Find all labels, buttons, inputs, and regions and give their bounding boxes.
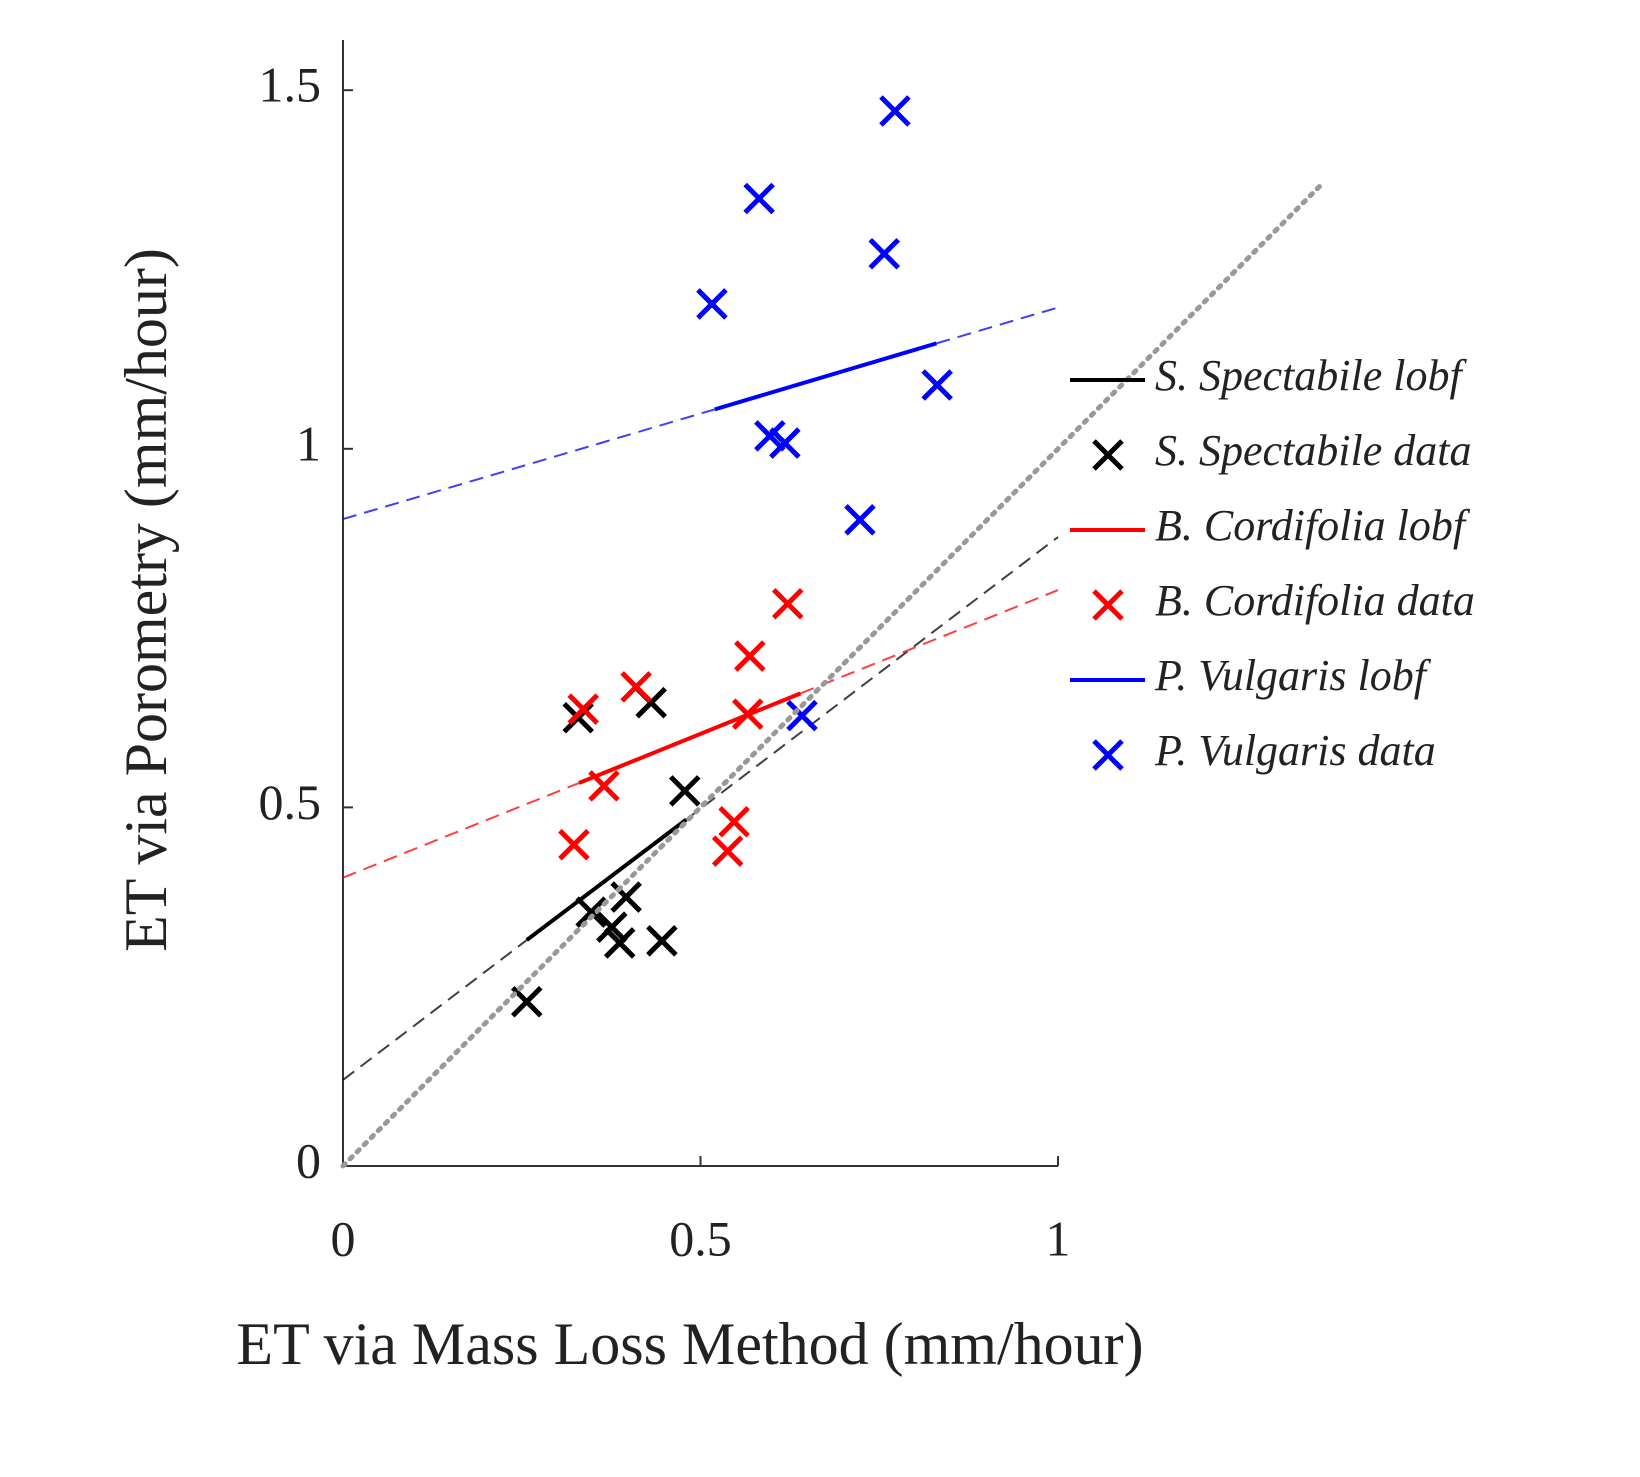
data-point xyxy=(786,699,818,732)
data-point xyxy=(879,95,911,127)
data-point xyxy=(603,927,636,959)
data-point xyxy=(562,701,595,734)
fit-line-segment xyxy=(936,306,1059,345)
data-point xyxy=(510,985,543,1018)
x-tick-label: 0 xyxy=(331,1210,356,1266)
fit-line-segment xyxy=(340,180,1326,1169)
y-axis-label: ET via Porometry (mm/hour) xyxy=(113,248,179,952)
data-point xyxy=(743,182,775,215)
data-point xyxy=(718,805,750,838)
fit-line-segment xyxy=(525,817,688,942)
data-point xyxy=(844,504,876,536)
fit-line-segment xyxy=(342,939,528,1081)
data-point xyxy=(868,237,901,270)
fit-line-segment xyxy=(714,341,938,412)
legend-label: S. Spectabile lobf xyxy=(1155,351,1467,400)
legend-label: P. Vulgaris data xyxy=(1154,726,1436,775)
legend-swatch xyxy=(1092,739,1124,771)
data-point xyxy=(596,911,628,943)
legend-label: B. Cordifolia lobf xyxy=(1155,501,1471,550)
data-point xyxy=(620,671,652,703)
fit-line-segment xyxy=(342,408,716,521)
x-tick-label: 1 xyxy=(1046,1210,1071,1266)
data-point xyxy=(558,828,590,861)
data-point xyxy=(711,835,744,867)
legend-label: P. Vulgaris lobf xyxy=(1154,651,1432,700)
data-point xyxy=(734,640,766,672)
data-point xyxy=(921,369,953,401)
data-point xyxy=(646,925,678,957)
y-tick-label: 0 xyxy=(296,1132,321,1188)
data-point xyxy=(696,288,728,320)
data-point xyxy=(610,881,642,913)
legend-label: B. Cordifolia data xyxy=(1155,576,1475,625)
fit-line-segment xyxy=(578,691,802,785)
legend-swatch xyxy=(1092,589,1124,621)
fit-line-segment xyxy=(342,782,580,879)
legend-swatch xyxy=(1092,439,1124,471)
legend-label: S. Spectabile data xyxy=(1155,426,1472,475)
x-tick-label: 0.5 xyxy=(669,1210,732,1266)
y-tick-label: 1 xyxy=(296,415,321,471)
data-point xyxy=(669,775,701,807)
fit-line-segment xyxy=(800,589,1059,695)
data-point xyxy=(769,427,801,459)
data-point xyxy=(771,587,804,620)
data-point xyxy=(731,698,764,730)
y-tick-label: 1.5 xyxy=(259,57,322,113)
data-point xyxy=(588,770,620,802)
data-point xyxy=(575,896,607,928)
y-tick-label: 0.5 xyxy=(259,774,322,830)
fit-line-segment xyxy=(685,536,1059,821)
data-point xyxy=(567,693,600,725)
x-axis-label: ET via Mass Loss Method (mm/hour) xyxy=(236,1311,1143,1377)
